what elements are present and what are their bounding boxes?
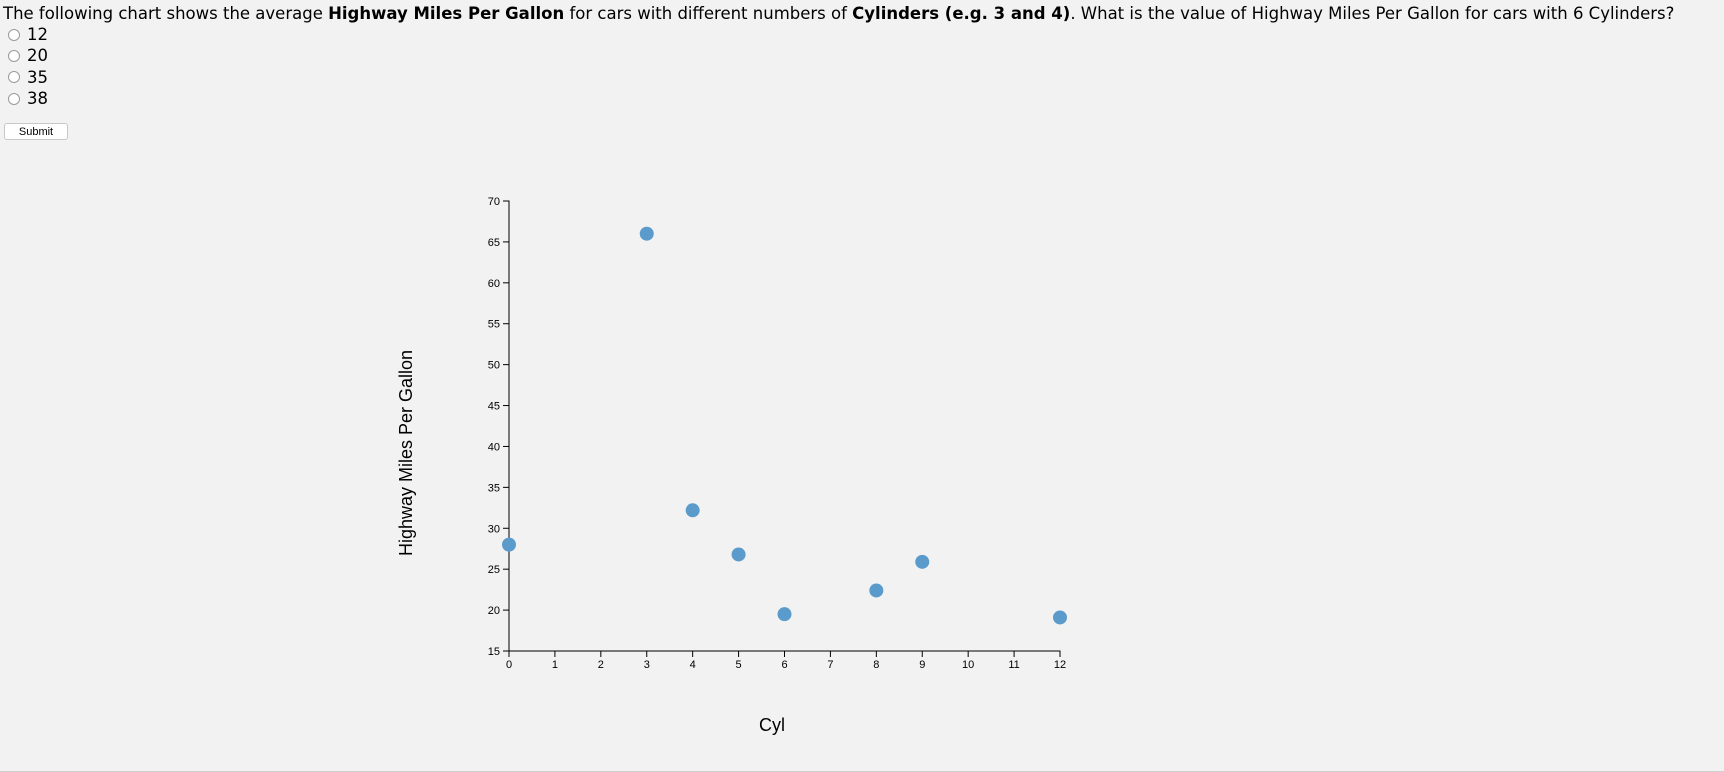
- y-tick-label: 35: [488, 482, 500, 494]
- y-tick: 25: [488, 564, 509, 576]
- x-tick: 2: [598, 651, 604, 671]
- y-axis-label: Highway Miles Per Gallon: [396, 350, 416, 556]
- option-label: 35: [27, 67, 48, 87]
- data-point: [1053, 610, 1067, 625]
- x-tick-label: 8: [873, 659, 879, 671]
- data-point: [731, 547, 746, 562]
- y-tick-label: 20: [488, 605, 500, 617]
- question-part: . What is the value of Highway Miles Per…: [1070, 4, 1675, 23]
- data-point: [639, 226, 654, 241]
- data-points: [502, 226, 1067, 625]
- y-tick: 60: [488, 278, 509, 290]
- y-tick-label: 60: [488, 278, 500, 290]
- x-tick-label: 11: [1008, 659, 1019, 671]
- y-tick-label: 55: [488, 319, 500, 331]
- y-tick: 40: [488, 441, 509, 453]
- data-point: [777, 607, 792, 622]
- y-tick: 50: [488, 360, 509, 372]
- x-tick: 8: [873, 651, 879, 671]
- x-tick-label: 12: [1054, 659, 1066, 671]
- x-tick: 10: [962, 651, 974, 671]
- x-tick: 3: [644, 651, 650, 671]
- x-tick-label: 5: [736, 659, 742, 671]
- option-label: 38: [27, 89, 48, 109]
- question-part: The following chart shows the average: [3, 4, 329, 23]
- question-part: for cars with different numbers of: [564, 4, 853, 23]
- data-point: [869, 583, 884, 598]
- x-axis: 0 1 2 3 4 5 6 7 8 9 10 11 12: [506, 650, 1066, 671]
- y-tick-label: 40: [488, 441, 500, 453]
- y-axis: 15 20 25 30 35 40 45 50 55 60 65 70: [488, 196, 510, 658]
- answer-options: 12 20 35 38: [8, 24, 48, 109]
- data-point: [915, 554, 930, 569]
- answer-option[interactable]: 12: [8, 24, 48, 45]
- y-tick: 15: [488, 646, 509, 658]
- y-tick: 30: [488, 523, 509, 535]
- x-tick-label: 1: [552, 659, 558, 671]
- option-label: 12: [27, 25, 48, 45]
- data-point: [502, 537, 516, 552]
- x-tick-label: 7: [827, 659, 833, 671]
- x-tick-label: 4: [690, 659, 696, 671]
- data-point: [685, 503, 700, 518]
- x-tick-label: 10: [962, 659, 974, 671]
- x-tick: 11: [1008, 651, 1020, 671]
- radio-button[interactable]: [8, 28, 20, 41]
- x-tick-label: 0: [506, 659, 512, 671]
- x-tick: 0: [506, 651, 512, 671]
- x-tick: 5: [736, 651, 742, 671]
- x-tick: 4: [690, 651, 696, 671]
- y-tick-label: 30: [488, 523, 500, 535]
- y-tick-label: 70: [488, 196, 500, 208]
- x-tick-label: 9: [919, 659, 925, 671]
- y-tick-label: 15: [488, 646, 500, 658]
- question-part-bold: Highway Miles Per Gallon: [328, 4, 565, 23]
- answer-option[interactable]: 38: [8, 88, 48, 109]
- x-tick: 6: [781, 651, 788, 671]
- x-tick: 7: [827, 651, 833, 671]
- x-tick: 9: [919, 651, 925, 671]
- radio-button[interactable]: [8, 71, 20, 84]
- x-tick: 12: [1054, 651, 1066, 671]
- radio-button[interactable]: [8, 49, 20, 62]
- y-tick: 70: [488, 196, 509, 208]
- x-tick-label: 6: [781, 659, 787, 671]
- option-label: 20: [27, 46, 48, 66]
- y-tick: 35: [488, 482, 509, 494]
- x-tick-label: 2: [598, 659, 604, 671]
- y-tick-label: 45: [488, 401, 500, 413]
- y-tick: 45: [488, 401, 509, 413]
- y-tick: 20: [488, 605, 509, 617]
- answer-option[interactable]: 35: [8, 67, 48, 88]
- x-axis-label: Cyl: [759, 715, 785, 735]
- submit-button[interactable]: Submit: [4, 123, 68, 140]
- radio-button[interactable]: [8, 92, 20, 105]
- x-tick-label: 3: [644, 659, 650, 671]
- y-tick: 55: [488, 319, 509, 331]
- x-tick: 1: [552, 651, 558, 671]
- y-tick-label: 25: [488, 564, 500, 576]
- y-tick: 65: [488, 237, 509, 249]
- question-part-bold: Cylinders (e.g. 3 and 4): [852, 4, 1071, 23]
- y-axis-line: [503, 200, 510, 652]
- answer-option[interactable]: 20: [8, 45, 48, 66]
- y-tick-label: 65: [488, 237, 500, 249]
- question-text: The following chart shows the average Hi…: [3, 3, 1674, 25]
- y-tick-label: 50: [488, 360, 500, 372]
